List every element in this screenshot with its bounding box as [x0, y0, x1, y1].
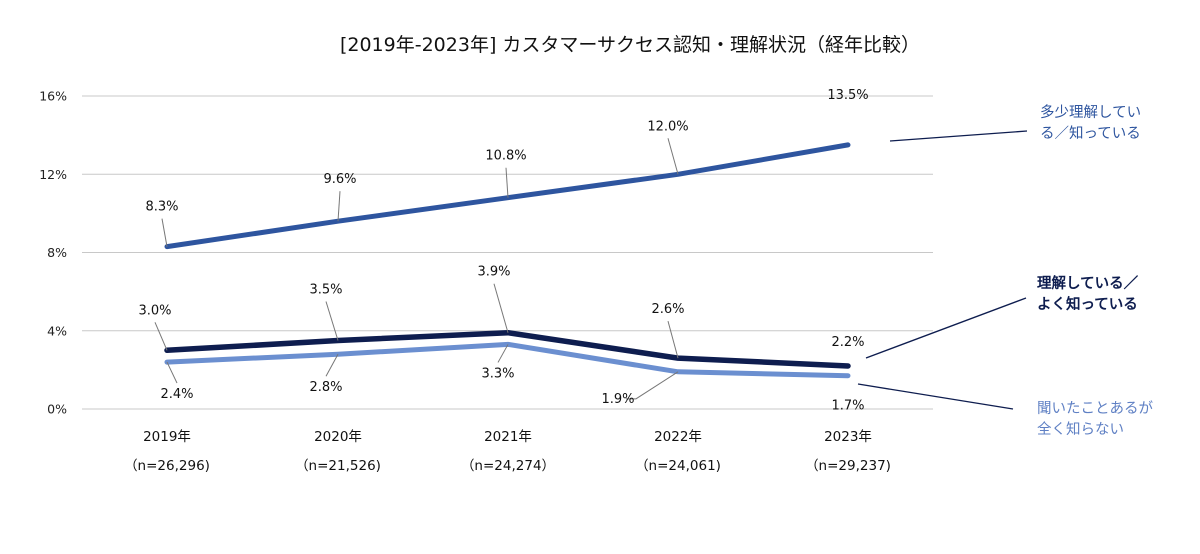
x-tick-label: 2022年 [654, 429, 702, 445]
data-label: 2.8% [309, 380, 342, 395]
data-label: 3.5% [309, 283, 342, 298]
legend-label: 多少理解してい [1040, 104, 1141, 121]
leader-line [493, 283, 509, 333]
legend-leader-line [889, 130, 1028, 142]
legend-label: る／知っている [1040, 125, 1141, 142]
leader-line [497, 344, 509, 363]
leader-line [667, 321, 679, 359]
data-label: 1.7% [831, 399, 864, 414]
leader-line [505, 167, 509, 198]
data-label: 13.5% [827, 88, 868, 103]
x-tick-label: 2020年 [314, 429, 362, 445]
leader-line [325, 301, 339, 341]
data-label: 3.0% [138, 303, 171, 318]
chart-title: [2019年-2023年] カスタマーサクセス認知・理解状況（経年比較） [340, 34, 920, 56]
leader-line [626, 371, 679, 400]
data-label: 1.9% [601, 392, 634, 407]
x-tick-sublabel: （n=24,061) [635, 458, 721, 474]
legend-label: よく知っている [1037, 295, 1138, 313]
series-line-2 [164, 329, 851, 369]
series-lines [164, 142, 851, 379]
x-tick-label: 2021年 [484, 429, 532, 445]
x-tick-sublabel: （n=26,296) [124, 458, 210, 474]
leader-line [325, 353, 339, 377]
data-label: 12.0% [647, 119, 688, 134]
y-tick-label: 8% [47, 245, 67, 260]
leader-line [154, 322, 168, 351]
leader-line [161, 218, 168, 247]
data-label: 10.8% [485, 149, 526, 164]
data-label: 2.4% [160, 387, 193, 402]
x-tick-sublabel: （n=24,274） [461, 458, 555, 474]
x-axis-ticks: 2019年 （n=26,296) 2020年 （n=21,526) 2021年 （n=24… [124, 429, 891, 474]
x-tick-label: 2019年 [143, 429, 191, 445]
legend-label: 聞いたことあるが [1037, 400, 1153, 417]
y-tick-label: 16% [39, 89, 67, 104]
x-tick-sublabel: （n=21,526) [295, 458, 381, 474]
leader-line [667, 138, 679, 175]
data-label: 8.3% [145, 200, 178, 215]
data-label: 2.6% [651, 302, 684, 317]
leader-line [166, 361, 178, 384]
data-label: 3.9% [477, 265, 510, 280]
y-tick-label: 4% [47, 323, 67, 338]
legend-leader-line [865, 297, 1027, 359]
data-label: 9.6% [323, 172, 356, 187]
leader-line [337, 191, 341, 222]
data-label: 2.2% [831, 335, 864, 350]
y-tick-label: 12% [39, 167, 67, 182]
data-label: 3.3% [481, 366, 514, 381]
y-tick-label: 0% [47, 402, 67, 417]
data-labels: 8.3% 9.6% 10.8% 12.0% 13.5% 3.0% 3.5% 3.9% 2.6% 2… [138, 88, 868, 414]
legend-leader-line [857, 383, 1014, 410]
legend-label: 理解している／ [1037, 274, 1139, 292]
y-axis-ticks: 0% 4% 8% 12% 16% [39, 89, 67, 417]
gridlines [82, 95, 933, 410]
legend-label: 全く知らない [1037, 420, 1124, 438]
x-tick-label: 2023年 [824, 429, 872, 445]
x-tick-sublabel: （n=29,237) [805, 458, 891, 474]
